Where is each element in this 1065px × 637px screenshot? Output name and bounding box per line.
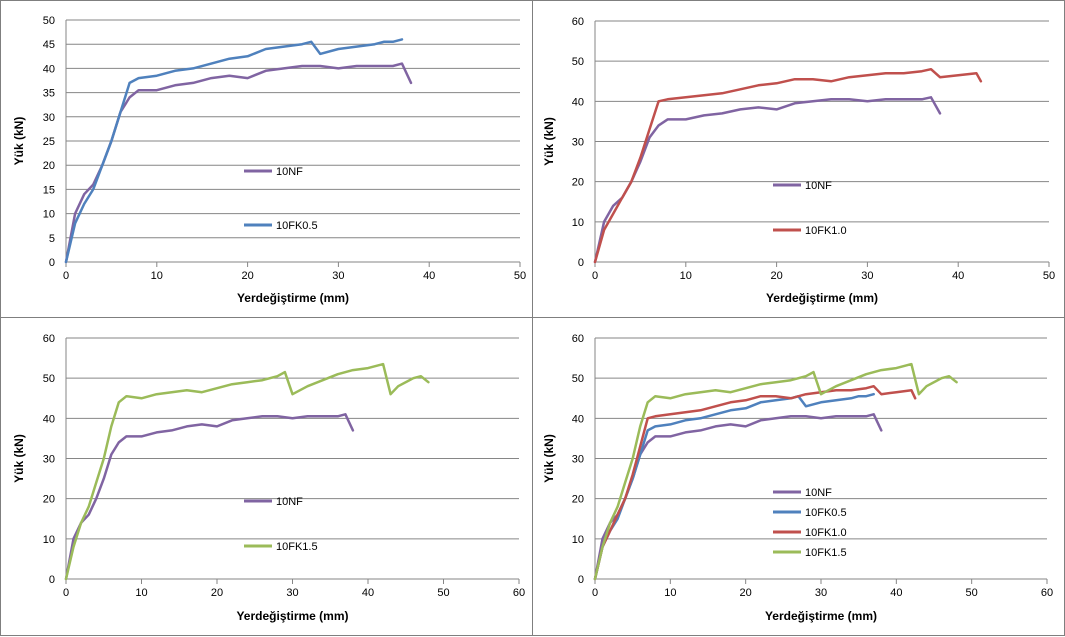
y-tick-label: 40 bbox=[572, 413, 584, 425]
y-tick-label: 50 bbox=[572, 373, 584, 385]
x-tick-label: 30 bbox=[815, 587, 827, 599]
y-axis-title: Yük (kN) bbox=[542, 117, 556, 166]
y-tick-label: 30 bbox=[43, 454, 55, 466]
legend-label: 10FK0.5 bbox=[805, 507, 847, 519]
x-tick-label: 30 bbox=[332, 270, 344, 282]
y-tick-label: 20 bbox=[572, 177, 584, 189]
y-tick-label: 15 bbox=[43, 184, 55, 196]
chart-panel-bottom-right: 0 10 20 30 40 50 60 0 10 20 30 40 50 60 10NF 10FK0.5 10F… bbox=[532, 317, 1065, 636]
x-tick-label: 60 bbox=[1041, 587, 1053, 599]
y-tick-label: 5 bbox=[49, 233, 55, 245]
x-tick-label: 30 bbox=[286, 587, 298, 599]
x-tick-label: 40 bbox=[890, 587, 902, 599]
legend-label: 10NF bbox=[276, 496, 303, 508]
x-tick-label: 10 bbox=[151, 270, 163, 282]
legend-label: 10FK1.5 bbox=[276, 541, 318, 553]
y-tick-label: 40 bbox=[43, 413, 55, 425]
y-tick-label: 50 bbox=[572, 56, 584, 68]
x-tick-label: 20 bbox=[770, 270, 782, 282]
x-axis-title: Yerdeğiştirme (mm) bbox=[766, 291, 878, 305]
x-axis-title: Yerdeğiştirme (mm) bbox=[765, 609, 877, 623]
x-axis-title: Yerdeğiştirme (mm) bbox=[236, 609, 348, 623]
y-tick-label: 50 bbox=[43, 15, 55, 27]
y-tick-label: 0 bbox=[49, 574, 55, 586]
y-axis-title: Yük (kN) bbox=[542, 434, 556, 483]
x-tick-label: 50 bbox=[514, 270, 526, 282]
series-line-10fk1-5 bbox=[593, 362, 958, 581]
x-tick-label: 0 bbox=[63, 587, 69, 599]
x-tick-label: 60 bbox=[513, 587, 525, 599]
legend-label: 10FK1.0 bbox=[805, 527, 847, 539]
x-tick-label: 40 bbox=[423, 270, 435, 282]
y-tick-label: 0 bbox=[578, 257, 584, 269]
legend-label: 10FK1.0 bbox=[805, 225, 847, 237]
series-line-10nf bbox=[64, 413, 355, 581]
x-tick-label: 0 bbox=[592, 587, 598, 599]
y-tick-label: 20 bbox=[572, 494, 584, 506]
x-axis-title: Yerdeğiştirme (mm) bbox=[237, 291, 349, 305]
chart-panel-top-left: 0 5 10 15 20 25 30 35 40 45 50 0 10 20 30 40 50 10NF 10FK0… bbox=[0, 0, 533, 318]
chart-svg-4: 0 10 20 30 40 50 60 0 10 20 30 40 50 60 10NF 10FK0.5 10F… bbox=[542, 333, 1053, 623]
x-tick-label: 40 bbox=[952, 270, 964, 282]
y-tick-label: 30 bbox=[572, 137, 584, 149]
chart-panel-bottom-left: 0 10 20 30 40 50 60 0 10 20 30 40 50 60 10NF 10FK1.5 Yer… bbox=[0, 317, 533, 636]
x-tick-label: 20 bbox=[241, 270, 253, 282]
x-tick-label: 10 bbox=[664, 587, 676, 599]
y-tick-label: 10 bbox=[43, 534, 55, 546]
y-tick-label: 10 bbox=[572, 534, 584, 546]
series-line-10fk1-0 bbox=[593, 384, 917, 581]
series-line-10nf bbox=[64, 62, 413, 264]
y-tick-label: 30 bbox=[572, 454, 584, 466]
y-tick-label: 45 bbox=[43, 39, 55, 51]
y-axis-title: Yük (kN) bbox=[12, 434, 26, 483]
x-tick-label: 30 bbox=[861, 270, 873, 282]
y-tick-label: 20 bbox=[43, 494, 55, 506]
y-tick-label: 50 bbox=[43, 373, 55, 385]
y-tick-label: 25 bbox=[43, 136, 55, 148]
legend-label: 10NF bbox=[805, 487, 832, 499]
y-tick-label: 0 bbox=[578, 574, 584, 586]
y-tick-label: 0 bbox=[49, 257, 55, 269]
y-tick-label: 30 bbox=[43, 112, 55, 124]
chart-svg-2: 0 10 20 30 40 50 60 0 10 20 30 40 50 10NF 10FK1.0 Yerde… bbox=[542, 16, 1055, 305]
y-tick-label: 10 bbox=[572, 217, 584, 229]
series-line-10nf bbox=[593, 96, 942, 264]
x-tick-label: 0 bbox=[592, 270, 598, 282]
chart-svg-1: 0 5 10 15 20 25 30 35 40 45 50 0 10 20 30 40 50 10NF 10FK0… bbox=[12, 15, 526, 305]
series-line-10fk1-0 bbox=[593, 67, 983, 264]
y-axis-title: Yük (kN) bbox=[12, 117, 26, 166]
x-tick-label: 20 bbox=[740, 587, 752, 599]
x-tick-label: 10 bbox=[135, 587, 147, 599]
x-tick-label: 50 bbox=[437, 587, 449, 599]
y-tick-label: 40 bbox=[572, 96, 584, 108]
legend-label: 10FK0.5 bbox=[276, 220, 318, 232]
y-tick-label: 35 bbox=[43, 88, 55, 100]
x-tick-label: 20 bbox=[211, 587, 223, 599]
chart-panel-top-right: 0 10 20 30 40 50 60 0 10 20 30 40 50 10NF 10FK1.0 Yerde… bbox=[532, 0, 1065, 318]
y-tick-label: 60 bbox=[43, 333, 55, 345]
x-tick-label: 50 bbox=[1043, 270, 1055, 282]
x-tick-label: 50 bbox=[966, 587, 978, 599]
series-line-10fk1-5 bbox=[64, 362, 430, 581]
y-tick-label: 60 bbox=[572, 333, 584, 345]
y-tick-label: 60 bbox=[572, 16, 584, 28]
x-tick-label: 40 bbox=[362, 587, 374, 599]
series-line-10fk0-5 bbox=[64, 38, 404, 264]
legend-label: 10NF bbox=[276, 166, 303, 178]
y-tick-label: 40 bbox=[43, 63, 55, 75]
legend-label: 10NF bbox=[805, 180, 832, 192]
y-tick-label: 20 bbox=[43, 160, 55, 172]
chart-svg-3: 0 10 20 30 40 50 60 0 10 20 30 40 50 60 10NF 10FK1.5 Yer… bbox=[12, 333, 525, 623]
legend-label: 10FK1.5 bbox=[805, 547, 847, 559]
y-tick-label: 10 bbox=[43, 209, 55, 221]
x-tick-label: 10 bbox=[680, 270, 692, 282]
x-tick-label: 0 bbox=[63, 270, 69, 282]
